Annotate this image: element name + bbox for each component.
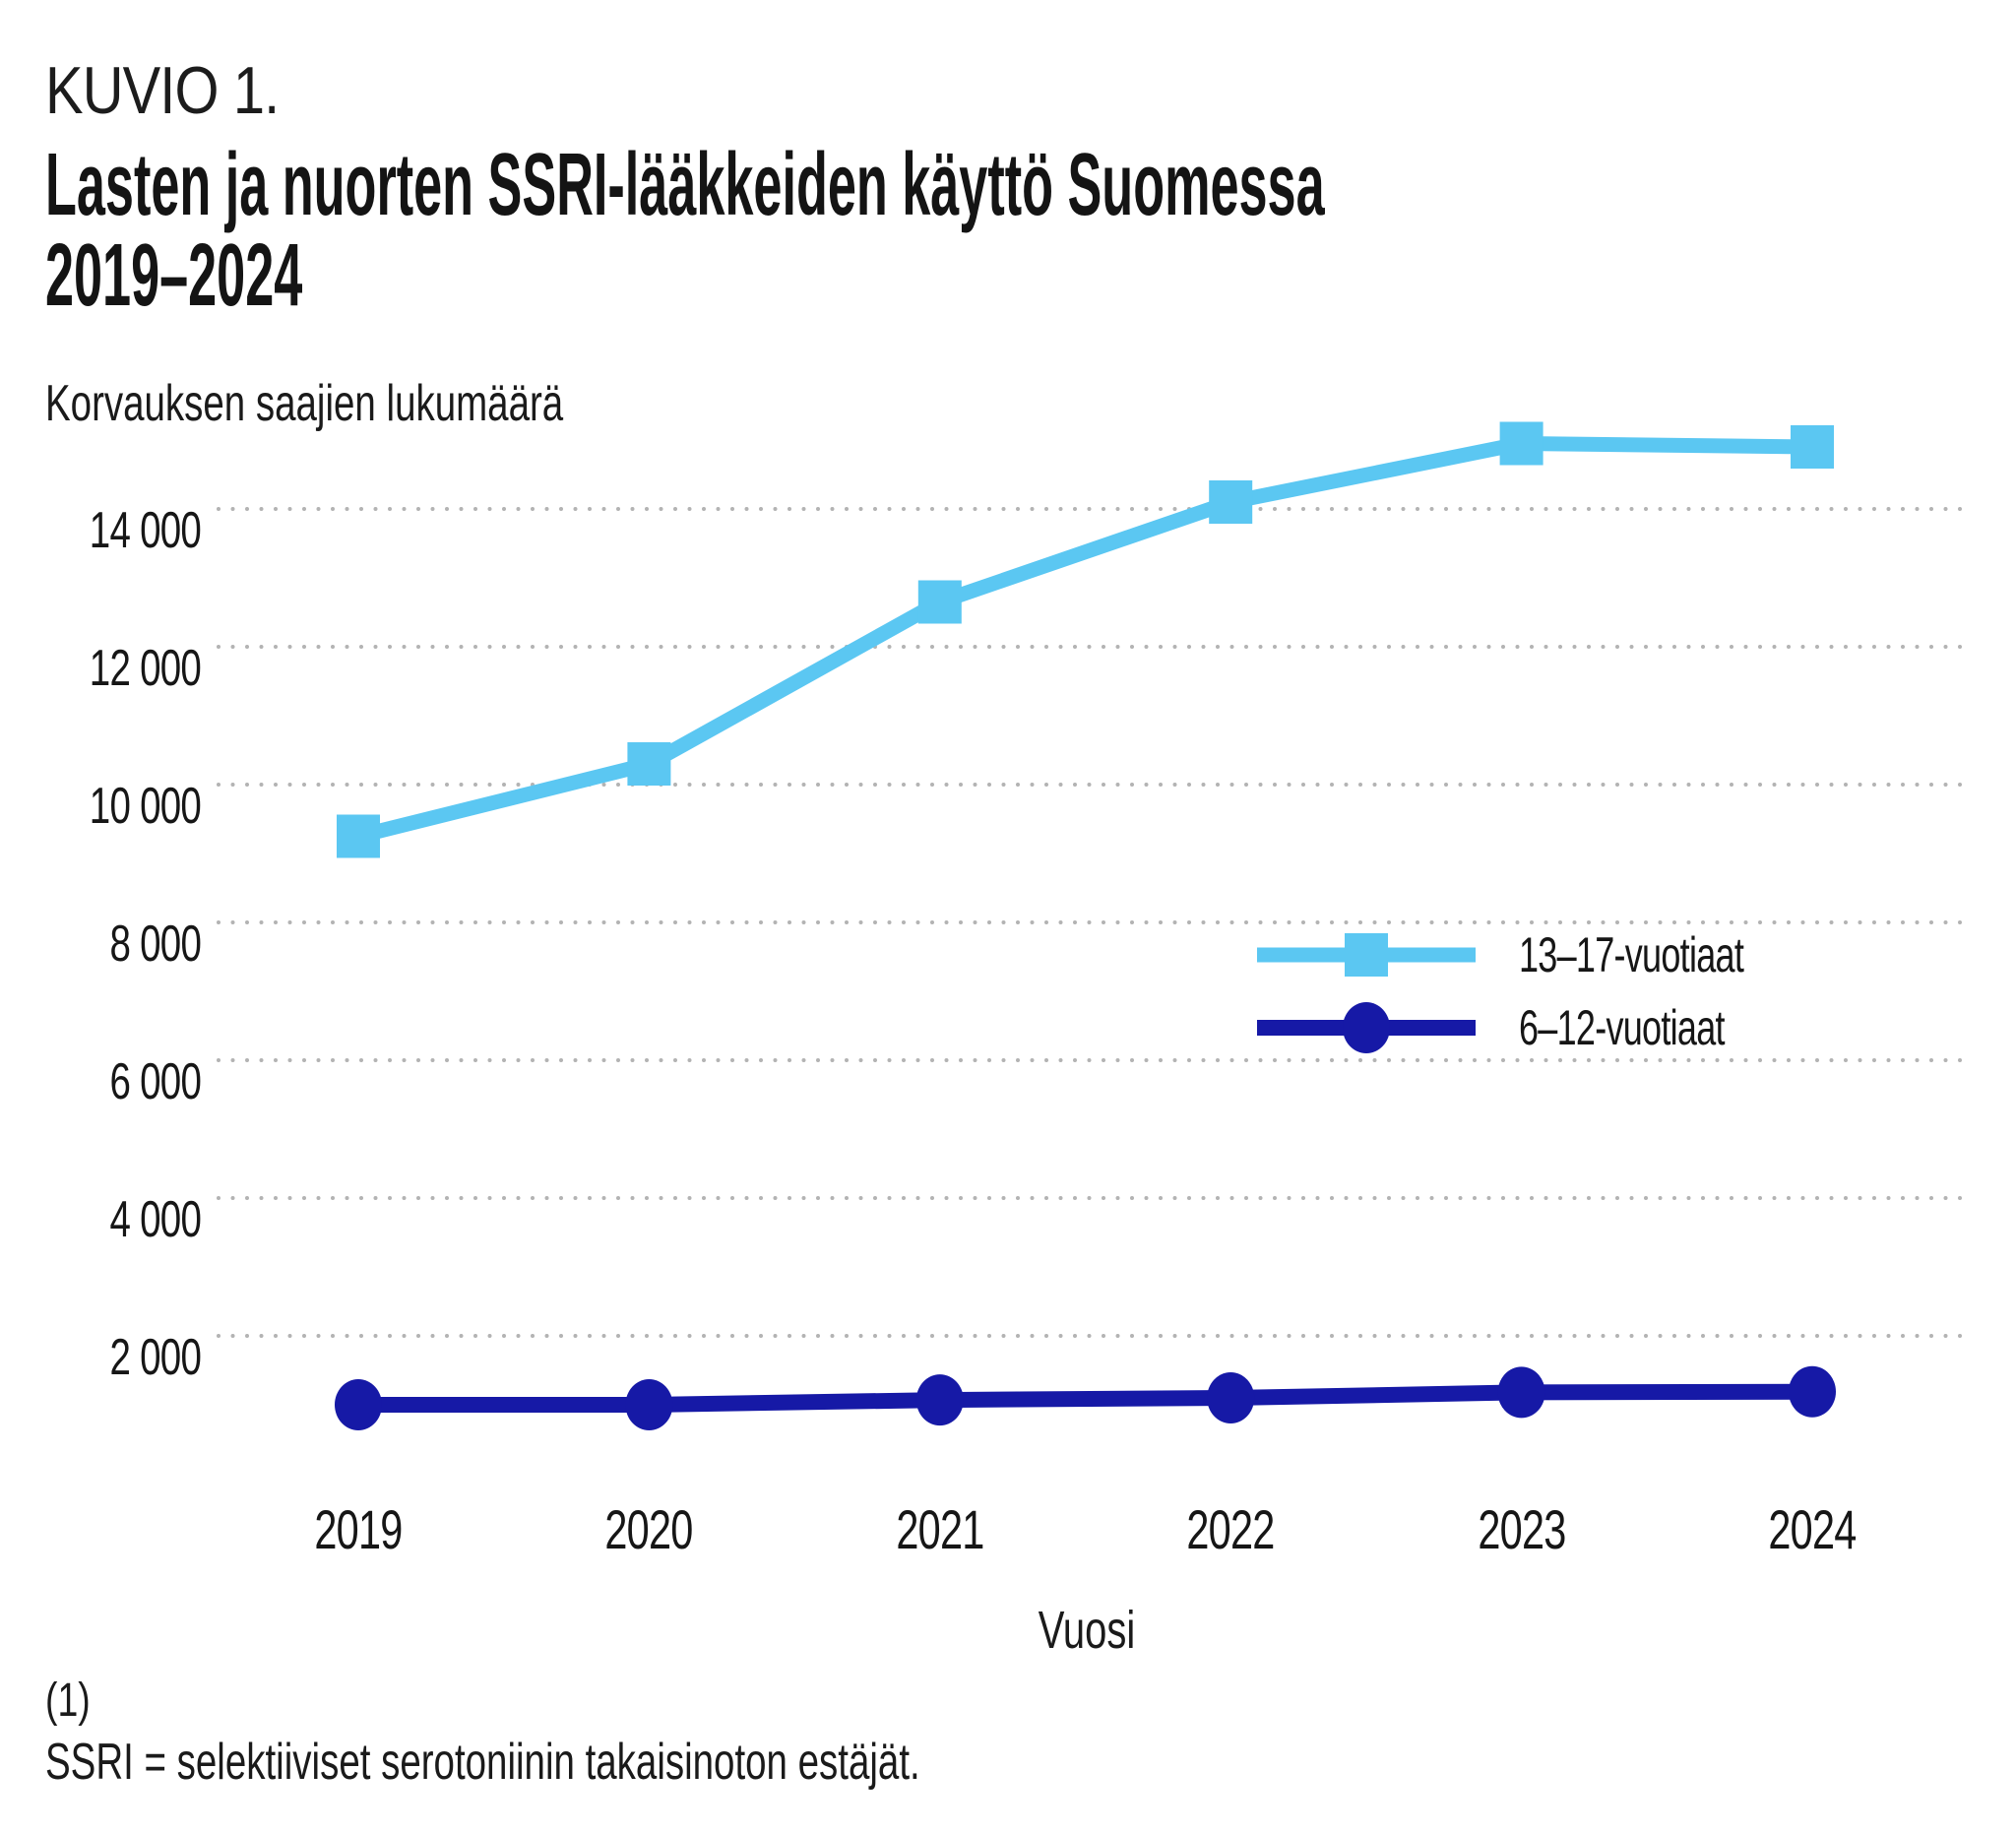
legend-circle-marker: [1343, 1002, 1390, 1053]
legend-label-6-12: 6–12-vuotiaat: [1519, 1000, 1726, 1055]
x-axis-title: Vuosi: [1038, 1601, 1136, 1660]
data-point-circle: [915, 1374, 964, 1426]
figure-number: KUVIO 1.: [45, 53, 280, 128]
y-tick-label: 6 000: [109, 1053, 201, 1110]
legend-item-13-17: 13–17-vuotiaat: [1257, 918, 1831, 991]
x-tick-label: 2024: [1768, 1498, 1857, 1560]
y-tick-label: 14 000: [89, 502, 202, 559]
y-axis-title: Korvauksen saajien lukumäärä: [45, 375, 564, 432]
y-tick-label: 4 000: [109, 1191, 201, 1248]
x-tick-label: 2023: [1477, 1498, 1566, 1560]
legend: 13–17-vuotiaat 6–12-vuotiaat: [1257, 918, 1831, 1064]
y-tick-label: 8 000: [109, 916, 201, 973]
y-tick-label: 12 000: [89, 640, 202, 697]
series-line-6-12: [358, 1383, 1813, 1413]
series-line-13-17: [356, 436, 1813, 844]
data-point-square: [1499, 421, 1544, 466]
legend-swatch-circle-icon: [1257, 1002, 1476, 1053]
data-point-square: [627, 742, 671, 786]
data-point-square: [1791, 425, 1834, 469]
x-tick-label: 2020: [604, 1498, 694, 1560]
x-tick-label: 2022: [1186, 1498, 1276, 1560]
footnote-marker: (1): [45, 1675, 91, 1727]
y-tick-label: 2 000: [109, 1329, 201, 1386]
figure-title-line2: 2019–2024: [45, 226, 303, 325]
y-tick-label: 10 000: [89, 778, 202, 835]
data-point-circle: [1207, 1372, 1255, 1423]
legend-square-marker: [1345, 933, 1388, 977]
figure-title: Lasten ja nuorten SSRI-lääkkeiden käyttö…: [45, 140, 1325, 321]
legend-swatch-square-icon: [1257, 933, 1476, 977]
x-tick-label: 2021: [896, 1498, 984, 1560]
data-point-circle: [335, 1379, 382, 1430]
footnote-text: SSRI = selektiiviset serotoniinin takais…: [45, 1734, 920, 1791]
data-point-circle: [1497, 1366, 1545, 1419]
data-point-square: [917, 580, 962, 624]
legend-label-13-17: 13–17-vuotiaat: [1519, 927, 1744, 982]
data-point-circle: [625, 1379, 673, 1430]
x-tick-label: 2019: [314, 1498, 403, 1560]
data-point-square: [337, 814, 380, 858]
legend-item-6-12: 6–12-vuotiaat: [1257, 991, 1831, 1064]
figure-title-line1: Lasten ja nuorten SSRI-lääkkeiden käyttö…: [45, 136, 1325, 234]
data-point-circle: [1789, 1365, 1836, 1418]
data-point-square: [1209, 480, 1253, 524]
